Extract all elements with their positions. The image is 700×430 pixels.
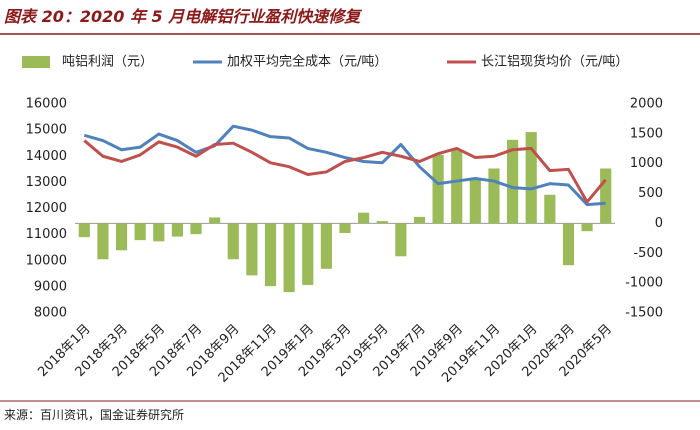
legend-label: 吨铝利润（元） [62, 55, 153, 70]
bar [339, 223, 351, 233]
bar [581, 223, 593, 232]
bar [264, 223, 277, 287]
bar [562, 223, 575, 266]
bar [451, 149, 463, 224]
bar [358, 212, 370, 224]
line [83, 139, 607, 204]
y2-tick-label: 1000 [630, 156, 663, 171]
y2-tick-label: 0 [655, 216, 663, 231]
y-tick-label: 12000 [26, 201, 67, 216]
bar [302, 223, 314, 285]
legend-label: 长江铝现货均价（元/吨） [481, 54, 628, 70]
y2-tick-label: 2000 [630, 97, 663, 112]
line [83, 124, 606, 207]
bar [432, 154, 444, 224]
bar [488, 168, 500, 224]
bar [246, 223, 258, 276]
y-tick-label: 15000 [26, 123, 67, 138]
bar [97, 223, 109, 260]
bar [469, 179, 481, 224]
y-tick-label: 10000 [26, 253, 67, 268]
legend-label: 加权平均完全成本（元/吨） [227, 54, 387, 70]
y-tick-label: 8000 [34, 306, 67, 321]
y-tick-label: 9000 [34, 279, 67, 294]
bar [190, 223, 202, 235]
y-tick-label: 11000 [26, 227, 67, 242]
bar [171, 223, 183, 237]
bar [78, 223, 90, 238]
legend-swatch [22, 56, 50, 68]
bar [209, 217, 221, 224]
bar [227, 223, 239, 260]
bar [283, 223, 295, 293]
source: 来源：百川资讯，国金证券研究所 [4, 407, 184, 422]
bar [320, 223, 332, 269]
bar [525, 132, 537, 224]
y2-tick-label: -500 [633, 246, 663, 261]
y2-tick-label: -1000 [625, 276, 663, 291]
bar [413, 216, 426, 224]
y2-tick-label: 1500 [630, 126, 663, 141]
bar [134, 223, 146, 241]
y2-tick-label: 500 [638, 186, 663, 201]
bar [544, 194, 556, 224]
bar [115, 223, 128, 251]
y-tick-label: 16000 [26, 97, 67, 112]
bar [507, 139, 519, 224]
y2-tick-label: -1500 [625, 306, 663, 321]
bar [600, 168, 612, 224]
bar [376, 221, 388, 224]
y-tick-label: 14000 [26, 149, 67, 164]
y-tick-label: 13000 [26, 175, 67, 190]
page-title: 图表 20：2020 年 5 月电解铝行业盈利快速修复 [4, 7, 362, 26]
bar [153, 223, 165, 242]
bar [395, 223, 407, 257]
